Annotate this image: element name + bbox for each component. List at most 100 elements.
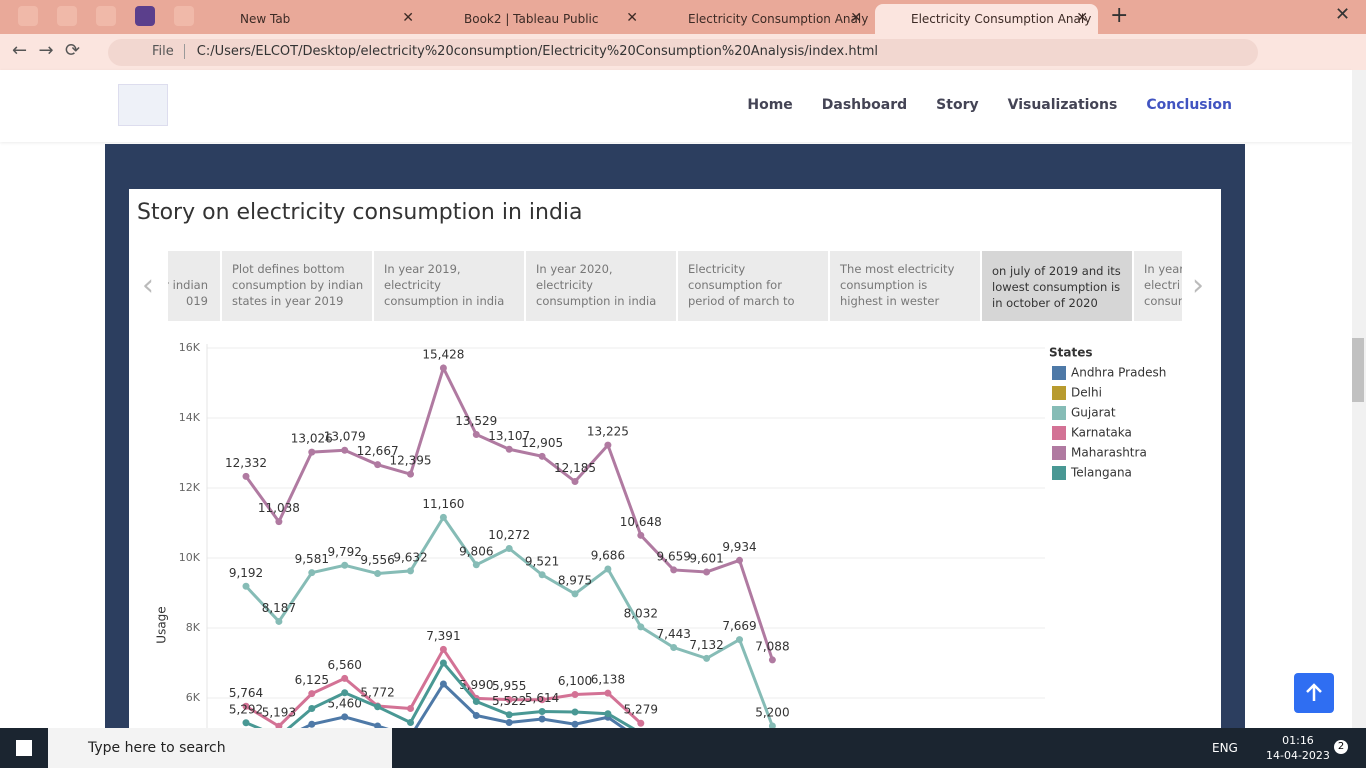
tab[interactable]: Electricity Consumption Analy ✕ xyxy=(875,4,1098,34)
nav-link[interactable]: Dashboard xyxy=(821,97,908,113)
data-label: 9,792 xyxy=(328,545,362,559)
pinned-tab[interactable] xyxy=(96,6,116,26)
pinned-tab[interactable] xyxy=(174,6,194,26)
data-point xyxy=(439,645,447,653)
data-label: 12,667 xyxy=(357,444,399,458)
date: 14-04-2023 xyxy=(1266,749,1330,762)
nav-link[interactable]: Home xyxy=(747,97,793,113)
start-button[interactable] xyxy=(16,740,32,756)
pinned-tab[interactable] xyxy=(18,6,38,26)
data-label: 9,659 xyxy=(657,549,691,563)
data-point xyxy=(407,470,414,478)
story-point-line: highest in wester xyxy=(840,294,940,308)
story-point[interactable]: In year 2019, electricity consumption in i… xyxy=(374,251,524,321)
story-point[interactable]: Plot defines bottom consumption by indian… xyxy=(222,251,372,321)
new-tab-button[interactable]: + xyxy=(1110,3,1129,28)
data-label: 12,905 xyxy=(521,436,563,450)
tab[interactable]: Book2 | Tableau Public ✕ xyxy=(428,4,648,34)
data-point xyxy=(374,570,382,578)
clock[interactable]: 01:16 14-04-2023 xyxy=(1266,733,1330,763)
data-point xyxy=(275,722,283,728)
pinned-tab[interactable] xyxy=(57,6,77,26)
legend-swatch xyxy=(1052,366,1066,380)
story-point[interactable]: r indian 019 xyxy=(168,251,220,321)
nav-links: Home Dashboard Story Visualizations Conclusi… xyxy=(747,97,1232,113)
logo[interactable] xyxy=(118,84,168,126)
data-point xyxy=(308,705,316,712)
data-point xyxy=(571,720,579,728)
data-point xyxy=(571,590,579,598)
data-point xyxy=(670,566,678,574)
y-tick-label: 12K xyxy=(179,481,201,494)
story-point-line: consumption by indian xyxy=(232,278,364,292)
data-point xyxy=(670,643,678,651)
story-point[interactable]: In year electri consum xyxy=(1134,251,1182,321)
data-point xyxy=(308,448,316,456)
data-label: 5,614 xyxy=(525,691,559,705)
data-point xyxy=(505,696,513,704)
pinned-tab[interactable] xyxy=(135,6,155,26)
nav-link[interactable]: Story xyxy=(936,97,979,113)
data-point xyxy=(736,636,743,644)
scroll-thumb[interactable] xyxy=(1352,338,1364,402)
tab[interactable]: Electricity Consumption Analy ✕ xyxy=(652,4,872,34)
data-point xyxy=(538,571,546,579)
close-window[interactable]: ✕ xyxy=(1335,4,1351,25)
notifications[interactable]: 2 xyxy=(1334,740,1348,754)
data-point xyxy=(472,430,480,438)
data-point xyxy=(341,561,349,569)
legend-label: Karnataka xyxy=(1071,426,1132,440)
story-point-line: In year 2020, xyxy=(536,262,613,276)
data-point xyxy=(439,364,447,372)
tab-title: Book2 | Tableau Public xyxy=(464,12,599,26)
data-point xyxy=(341,446,349,454)
story-title: Story on electricity consumption in indi… xyxy=(137,200,583,225)
data-label: 7,132 xyxy=(689,638,723,652)
y-tick-label: 8K xyxy=(186,621,201,634)
tab[interactable]: New Tab ✕ xyxy=(204,4,424,34)
data-label: 11,038 xyxy=(258,501,300,515)
story-point[interactable]: The most electricity consumption is highes… xyxy=(830,251,980,321)
story-point[interactable]: on july of 2019 and its lowest consumptio… xyxy=(982,251,1132,321)
story-point-line: lowest consumption is xyxy=(992,280,1121,294)
next-arrow[interactable]: › xyxy=(1192,268,1204,303)
address-bar[interactable]: File C:/Users/ELCOT/Desktop/electricity%2… xyxy=(108,39,1258,66)
story-point[interactable]: Electricity consumption for period of marc… xyxy=(678,251,828,321)
data-label: 5,193 xyxy=(262,706,296,720)
data-label: 9,192 xyxy=(229,566,263,580)
data-label: 7,088 xyxy=(755,639,789,653)
data-label: 5,764 xyxy=(229,686,263,700)
story-point-line: consum xyxy=(1144,294,1182,308)
legend-label: Gujarat xyxy=(1071,406,1116,420)
data-point xyxy=(439,680,447,688)
data-point xyxy=(768,656,776,664)
legend-swatch xyxy=(1052,426,1066,440)
nav-link[interactable]: Visualizations xyxy=(1007,97,1118,113)
tab-strip: New Tab ✕ Book2 | Tableau Public ✕ Electrici… xyxy=(0,0,1366,34)
data-point xyxy=(736,556,743,564)
language[interactable]: ENG xyxy=(1212,741,1238,755)
nav-link[interactable]: Conclusion xyxy=(1146,97,1232,113)
data-label: 9,581 xyxy=(295,552,329,566)
story-point-line: electricity xyxy=(536,278,593,292)
prev-arrow[interactable]: ‹ xyxy=(142,268,154,303)
legend-label: Delhi xyxy=(1071,386,1102,400)
data-point xyxy=(505,719,513,726)
data-label: 13,026 xyxy=(291,432,333,446)
data-point xyxy=(341,713,349,721)
back-to-top[interactable] xyxy=(1294,673,1334,713)
data-point xyxy=(242,472,250,480)
tab-title: Electricity Consumption Analy xyxy=(911,12,1092,26)
data-point xyxy=(703,654,711,662)
search-box[interactable]: Type here to search xyxy=(48,728,392,768)
data-point xyxy=(472,712,480,719)
data-point xyxy=(505,445,513,453)
data-point xyxy=(472,698,480,705)
nav-buttons[interactable]: ← → ⟳ xyxy=(12,40,81,61)
series-line xyxy=(244,363,774,661)
story-point[interactable]: In year 2020, electricity consumption in i… xyxy=(526,251,676,321)
data-label: 6,125 xyxy=(295,673,329,687)
search-text: Type here to search xyxy=(88,740,226,756)
data-label: 9,556 xyxy=(360,553,394,567)
legend-swatch xyxy=(1052,466,1066,480)
